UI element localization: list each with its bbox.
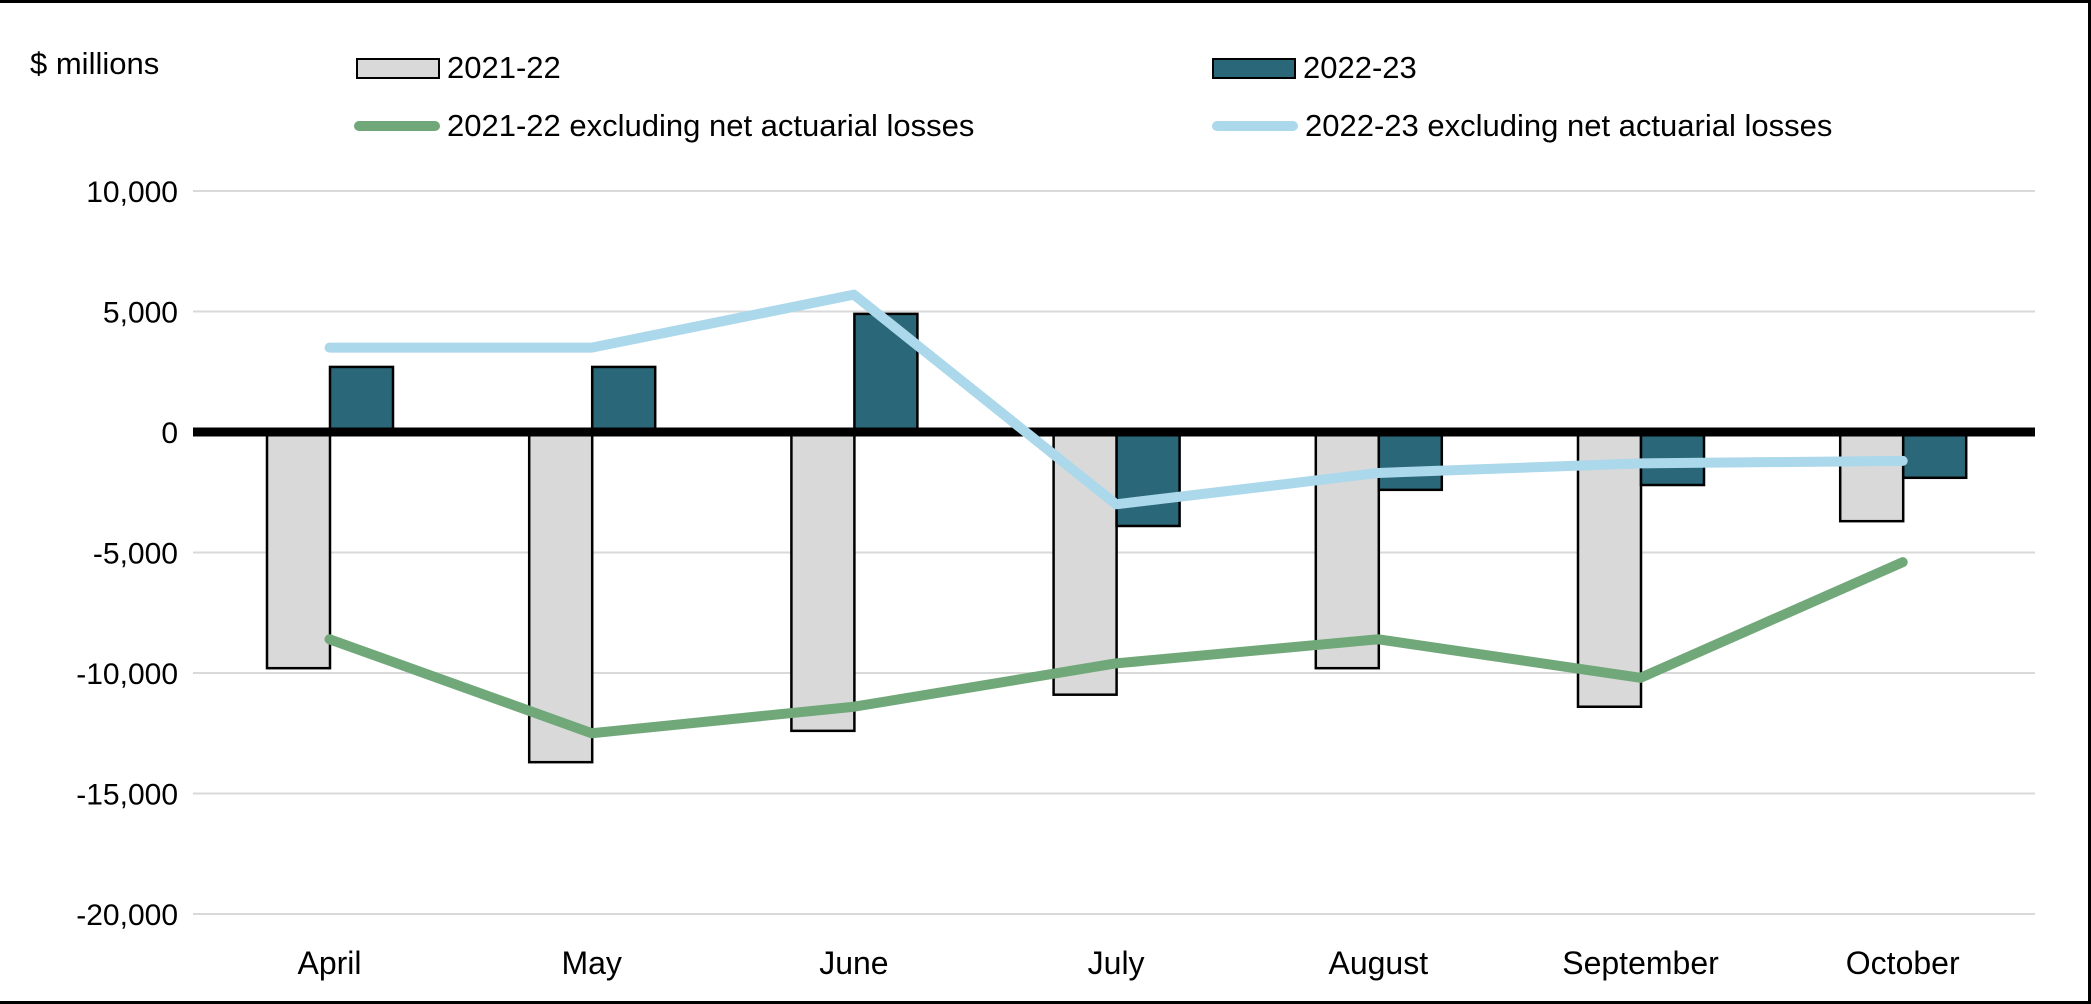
bar-2022-23 [1115,430,1181,528]
bar-2022-23 [1901,430,1968,480]
y-tick-label: -5,000 [93,538,178,571]
x-tick-label: June [819,945,888,981]
legend-item-2021-22: 2021-22 [356,48,561,88]
bar-2021-22 [1314,430,1381,670]
y-tick-label: 5,000 [103,297,178,330]
x-tick-label: July [1088,945,1145,981]
y-axis-unit-label: $ millions [30,46,160,81]
y-tick-label: -15,000 [76,779,178,812]
bar-2021-22 [265,430,332,670]
y-tick-label: 0 [161,417,178,450]
bar-2021-22 [527,430,594,764]
legend-item-2022-23: 2022-23 [1212,48,1417,88]
legend-swatch-2022-23-line-icon [1212,121,1298,131]
legend-label: 2022-23 [1303,50,1417,85]
legend-label: 2021-22 [447,50,561,85]
y-tick-label: -20,000 [76,899,178,932]
x-tick-label: October [1846,945,1960,981]
legend-item-2021-22-excluding: 2021-22 excluding net actuarial losses [354,106,974,146]
x-tick-label: May [561,945,621,981]
legend-swatch-2021-22-line-icon [354,121,440,131]
legend-label: 2022-23 excluding net actuarial losses [1305,108,1833,143]
bar-2021-22 [1052,430,1118,696]
bar-2022-23 [590,365,657,434]
bar-2021-22 [790,430,856,733]
y-tick-label: 10,000 [86,176,178,209]
legend-label: 2021-22 excluding net actuarial losses [447,108,975,143]
bar-2021-22 [1838,430,1905,523]
bar-2021-22 [1576,430,1643,708]
legend-swatch-2021-22-bar-icon [356,57,440,79]
legend-item-2022-23-excluding: 2022-23 excluding net actuarial losses [1212,106,1832,146]
x-tick-label: September [1562,945,1719,981]
x-tick-label: August [1328,945,1428,981]
line-2022-23-excluding-net-actuarial-losses [324,289,1908,510]
bar-2022-23 [1377,430,1444,492]
legend-swatch-2022-23-bar-icon [1212,57,1296,79]
line-2021-22-excluding-net-actuarial-losses [324,557,1908,739]
bar-2022-23 [328,365,395,434]
x-tick-label: April [297,945,361,981]
y-tick-label: -10,000 [76,658,178,691]
